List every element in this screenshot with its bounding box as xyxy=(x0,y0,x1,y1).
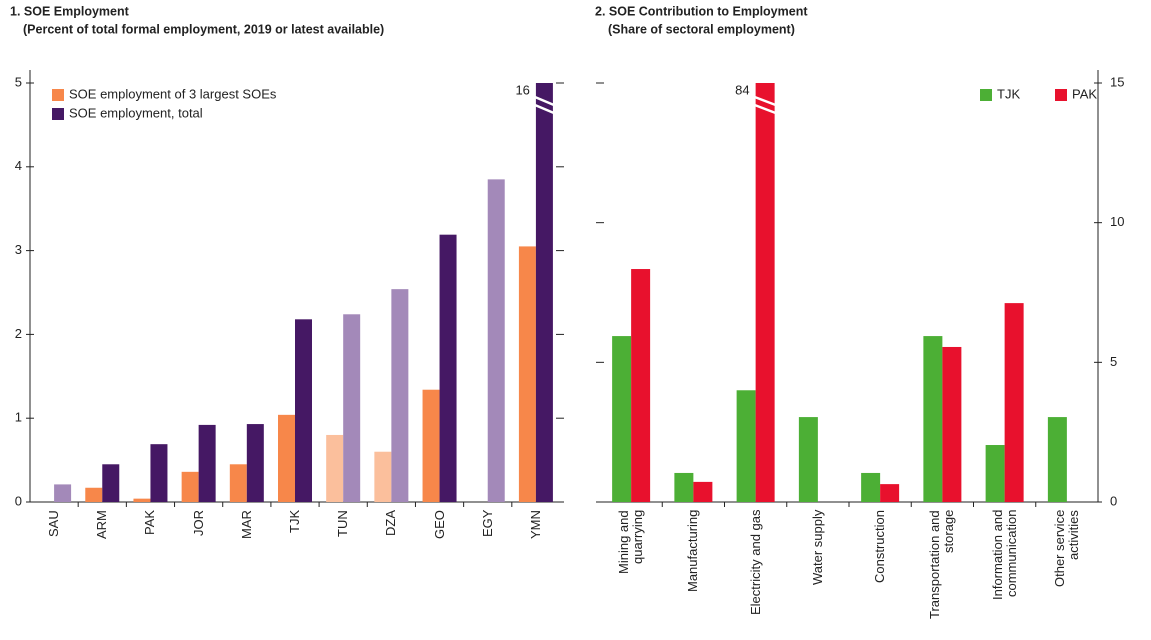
legend-label: TJK xyxy=(997,86,1020,101)
x-tick-label: DZA xyxy=(383,510,399,536)
x-tick-label: MAR xyxy=(238,510,254,539)
bar xyxy=(391,289,409,502)
legend-swatch xyxy=(980,89,992,101)
chart-title: 1. SOE Employment xyxy=(10,4,130,18)
axis-break xyxy=(534,95,555,107)
bar xyxy=(150,444,168,502)
bar xyxy=(295,319,312,502)
bar xyxy=(326,434,344,502)
x-tick-label: Construction xyxy=(872,510,888,583)
bar xyxy=(1047,417,1067,502)
data-label: 16 xyxy=(515,82,529,97)
bar xyxy=(736,390,756,502)
chart-subtitle: (Share of sectoral employment) xyxy=(608,22,795,36)
bar xyxy=(85,487,103,502)
y-tick-label: 10 xyxy=(1110,214,1124,229)
bar xyxy=(880,484,900,502)
x-tick-label: ARM xyxy=(94,510,110,539)
legend-swatch xyxy=(1055,89,1067,101)
bar xyxy=(631,269,651,502)
x-tick-label: GEO xyxy=(431,510,447,539)
x-tick-label: Water supply xyxy=(809,510,825,586)
legend-swatch xyxy=(52,108,64,120)
bar xyxy=(798,417,818,502)
bar xyxy=(229,464,247,502)
data-label: 84 xyxy=(735,82,749,97)
chart-title: 2. SOE Contribution to Employment xyxy=(595,4,808,18)
y-tick-label: 3 xyxy=(15,242,22,257)
bar xyxy=(861,472,881,502)
x-tick-label: Manufacturing xyxy=(685,510,701,593)
x-tick-label: SAU xyxy=(46,510,62,537)
bar xyxy=(674,472,694,502)
x-tick-label: PAK xyxy=(142,510,158,536)
x-tick-label: EGY xyxy=(479,510,495,538)
bar xyxy=(942,346,962,502)
y-tick-label: 4 xyxy=(15,158,22,173)
x-tick-label: JOR xyxy=(190,510,206,536)
bar xyxy=(535,83,553,502)
x-tick-label: Electricity and gas xyxy=(747,510,763,616)
axis-break xyxy=(754,103,777,115)
y-tick-label: 5 xyxy=(15,74,22,89)
bar xyxy=(181,471,199,502)
legend-label: SOE employment of 3 largest SOEs xyxy=(69,86,277,101)
bar xyxy=(439,234,457,503)
y-tick-label: 2 xyxy=(15,326,22,341)
bar xyxy=(1004,303,1024,502)
bar xyxy=(693,481,713,502)
bar xyxy=(54,484,72,502)
bar xyxy=(985,445,1005,502)
legend-label: PAK xyxy=(1072,86,1097,101)
bar xyxy=(923,336,943,502)
bar xyxy=(755,83,775,502)
bar xyxy=(278,414,295,502)
y-tick-label: 5 xyxy=(1110,354,1117,369)
y-tick-label: 0 xyxy=(15,493,22,508)
bar xyxy=(133,498,151,502)
bar xyxy=(612,336,632,502)
axis-break xyxy=(534,103,555,115)
bar xyxy=(518,246,536,502)
bar xyxy=(102,464,120,502)
bar xyxy=(198,424,216,502)
x-tick-label: Mining and quarrying xyxy=(616,510,646,574)
bar xyxy=(422,389,440,502)
x-tick-label: YMN xyxy=(527,510,543,539)
y-tick-label: 1 xyxy=(15,410,22,425)
chart-subtitle: (Percent of total formal employment, 201… xyxy=(23,22,384,36)
x-tick-label: Transportation and storage xyxy=(927,510,957,619)
x-tick-label: TJK xyxy=(287,510,302,534)
x-tick-label: Information and communication xyxy=(989,510,1019,601)
x-tick-label: Other service activities xyxy=(1051,510,1081,588)
bar xyxy=(487,179,505,502)
legend-swatch xyxy=(52,89,64,101)
legend-label: SOE employment, total xyxy=(69,105,203,120)
y-tick-label: 15 xyxy=(1110,74,1124,89)
bar xyxy=(343,314,361,502)
y-tick-label: 0 xyxy=(1110,493,1117,508)
bar xyxy=(374,451,392,502)
bar xyxy=(246,424,264,502)
axis-break xyxy=(754,95,777,107)
x-tick-label: TUN xyxy=(335,510,351,537)
